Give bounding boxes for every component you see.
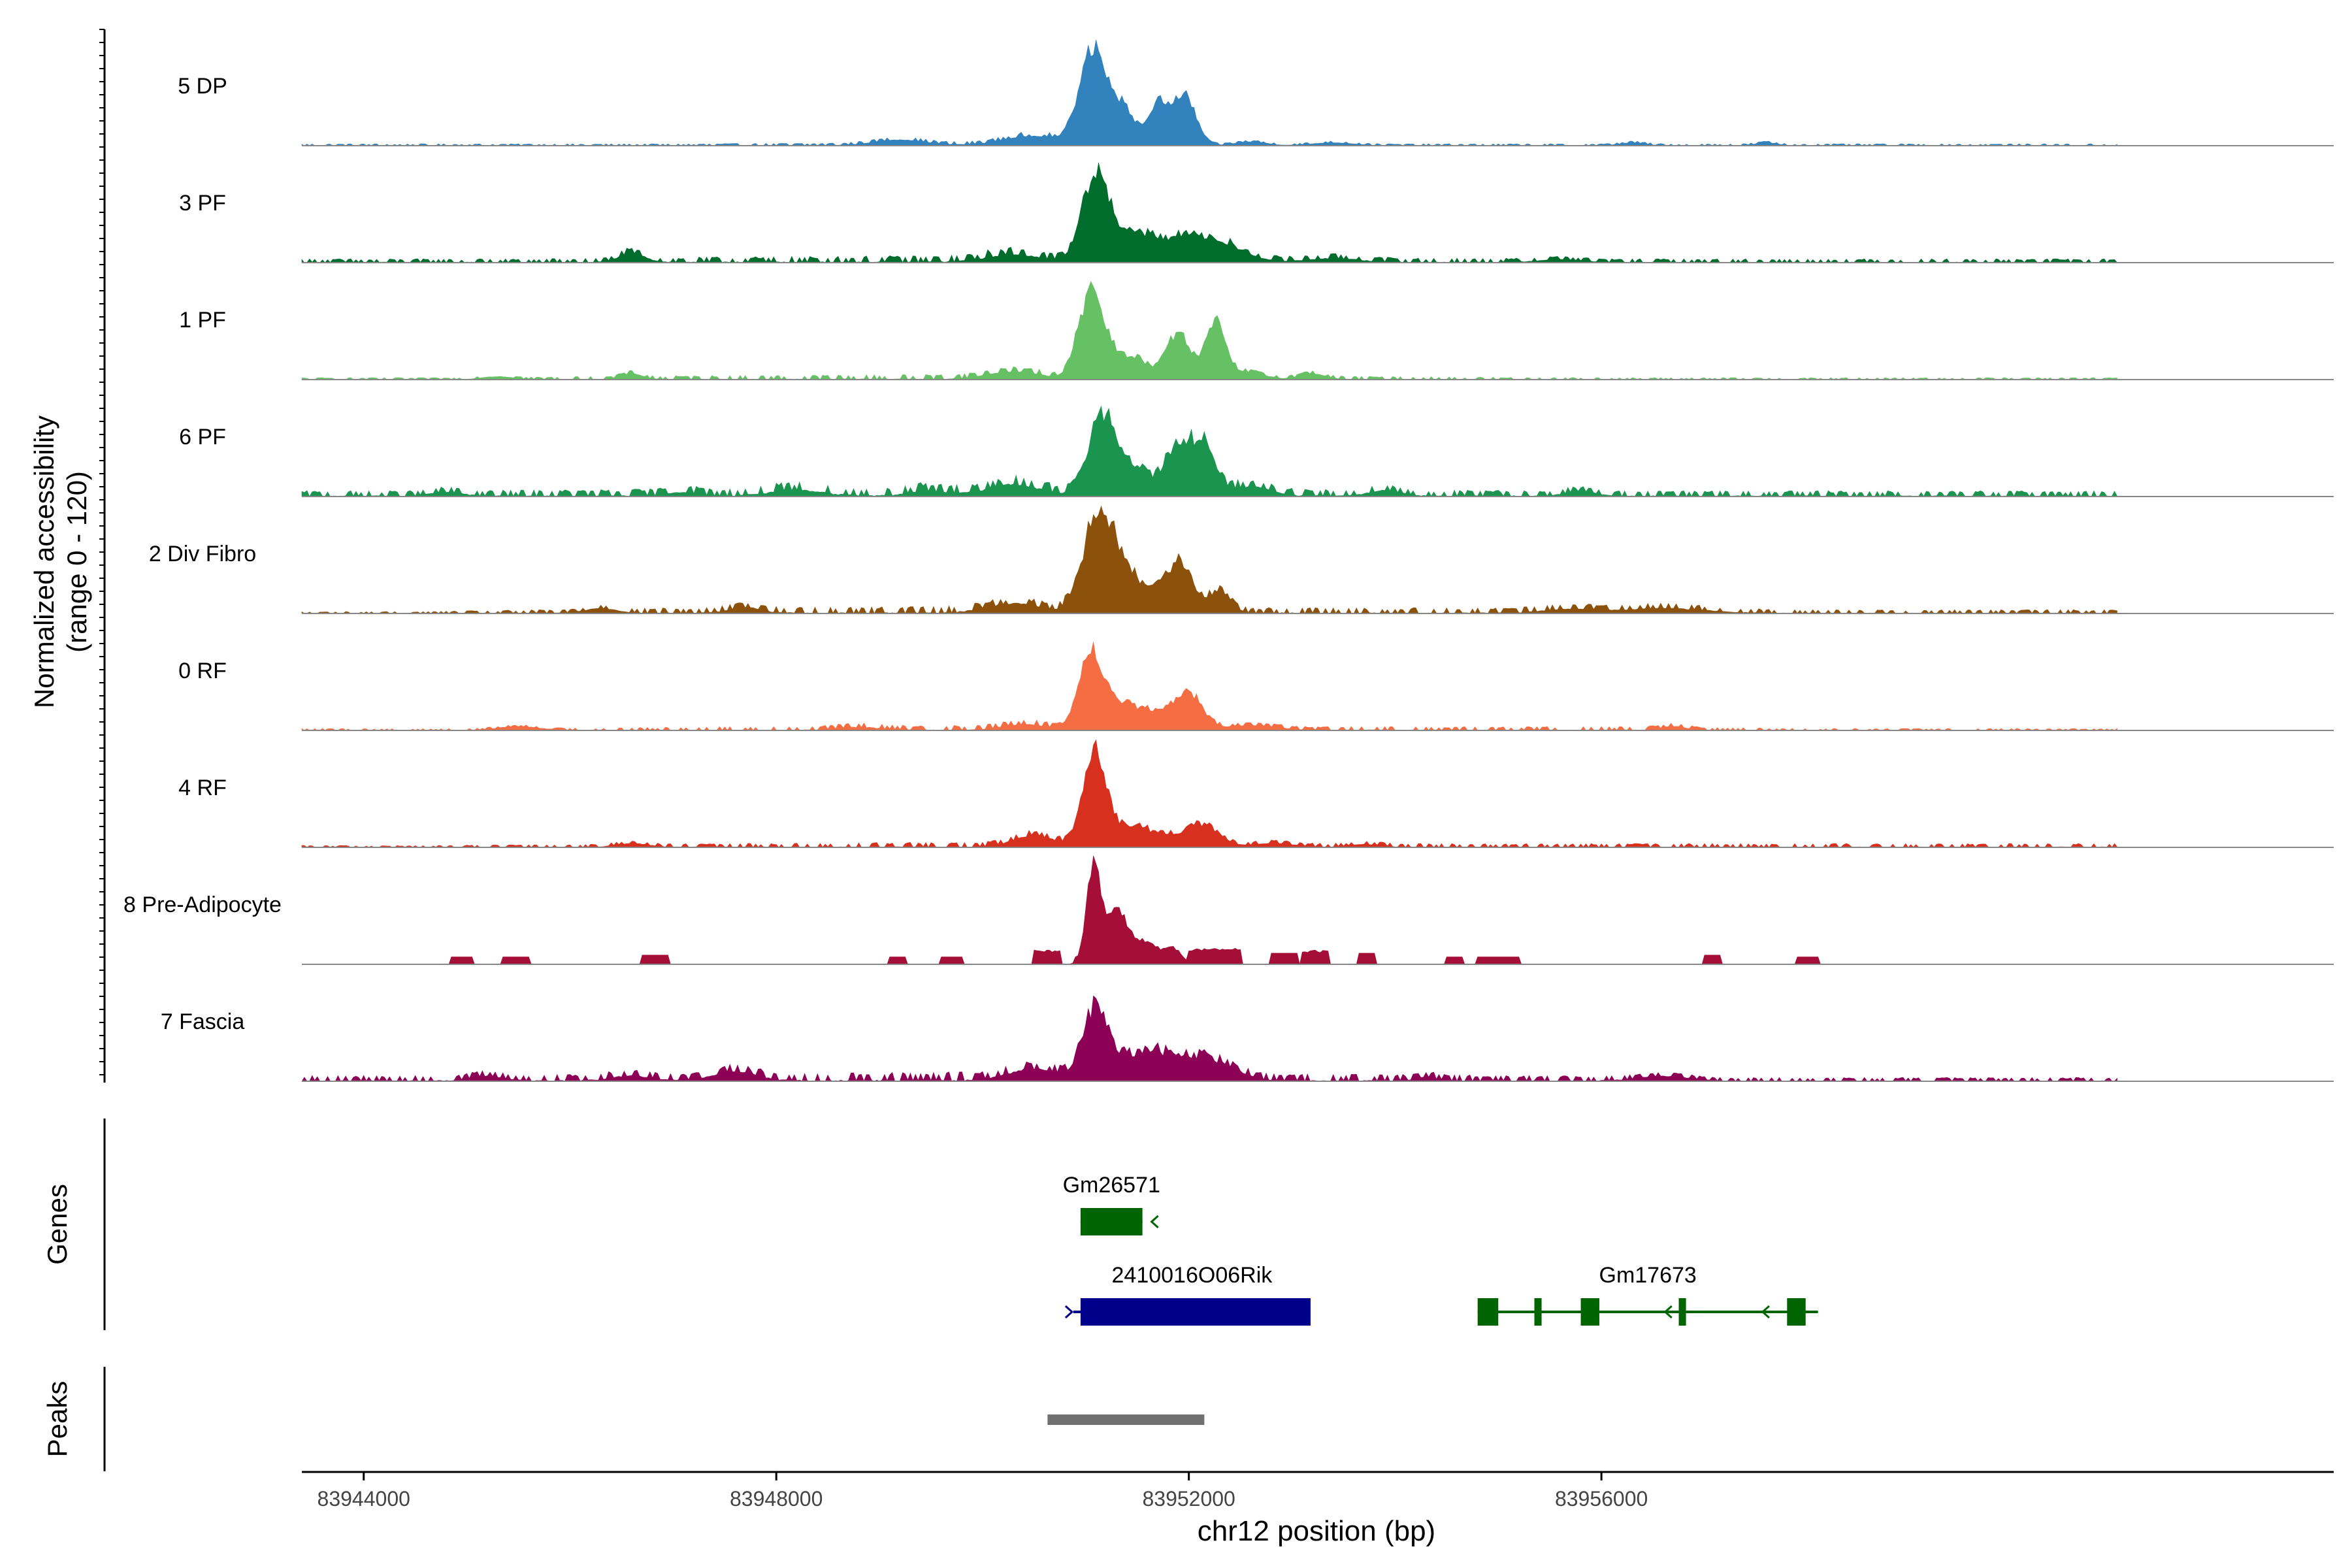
coverage-area bbox=[301, 642, 2117, 731]
x-tick-label: 83952000 bbox=[1142, 1487, 1235, 1511]
gene-exon bbox=[1580, 1298, 1599, 1326]
track-label: 5 DP bbox=[178, 74, 227, 99]
peak-regions bbox=[1047, 1414, 1205, 1425]
coverage-tracks: 5 DP 3 PF 1 PF 6 PF 2 Div Fibro 0 RF 4 RF 8 Pre… bbox=[123, 39, 2334, 1082]
gene-name: Gm17673 bbox=[1599, 1263, 1697, 1288]
gene-exon bbox=[1534, 1298, 1542, 1326]
peaks-panel: Peaks bbox=[42, 1367, 1205, 1471]
track-label: 6 PF bbox=[179, 425, 226, 449]
y-axis-label-line2: (range 0 - 120) bbox=[61, 471, 92, 653]
peaks-panel-label: Peaks bbox=[42, 1381, 73, 1458]
gene-name: 2410016O06Rik bbox=[1112, 1263, 1273, 1288]
gene-gm17673: Gm17673 bbox=[1477, 1263, 1818, 1326]
track-8-pre-adipocyte: 8 Pre-Adipocyte bbox=[123, 855, 2334, 965]
genes-panel-label: Genes bbox=[42, 1184, 73, 1265]
coverage-area bbox=[301, 505, 2117, 614]
genes-panel: Genes Gm26571 2410016O06Rik Gm17673 bbox=[42, 1119, 1818, 1330]
gene-models: Gm26571 2410016O06Rik Gm17673 bbox=[1063, 1173, 1818, 1326]
track-label: 4 RF bbox=[178, 776, 227, 800]
peak-region-bar bbox=[1047, 1414, 1205, 1425]
track-4-rf: 4 RF bbox=[178, 739, 2334, 848]
track-label: 7 Fascia bbox=[161, 1009, 245, 1034]
x-axis-ticks: 83944000 83948000 83952000 83956000 bbox=[318, 1472, 1648, 1511]
x-tick-label: 83944000 bbox=[318, 1487, 410, 1511]
track-2-div-fibro: 2 Div Fibro bbox=[149, 505, 2334, 614]
gene-exon bbox=[1787, 1298, 1806, 1326]
track-5-dp: 5 DP bbox=[178, 39, 2334, 146]
track-3-pf: 3 PF bbox=[179, 163, 2334, 263]
gene-exon bbox=[1678, 1298, 1686, 1326]
x-tick-label: 83948000 bbox=[730, 1487, 823, 1511]
track-6-pf: 6 PF bbox=[179, 405, 2334, 497]
x-axis-title: chr12 position (bp) bbox=[1198, 1515, 1435, 1547]
coverage-y-axis bbox=[99, 29, 106, 1083]
coverage-area bbox=[301, 163, 2117, 263]
gene-exon bbox=[1080, 1298, 1311, 1326]
track-1-pf: 1 PF bbox=[179, 280, 2334, 380]
gene-exon bbox=[1477, 1298, 1499, 1326]
track-7-fascia: 7 Fascia bbox=[161, 995, 2334, 1082]
track-label: 3 PF bbox=[179, 191, 226, 216]
strand-arrow-icon bbox=[1663, 1305, 1673, 1319]
track-label: 0 RF bbox=[178, 659, 227, 683]
coverage-area bbox=[301, 280, 2117, 380]
coverage-area bbox=[301, 739, 2117, 848]
coverage-area bbox=[301, 405, 2117, 497]
x-axis: 83944000 83948000 83952000 83956000 bbox=[302, 1471, 2334, 1511]
y-axis-label-line1: Normalized accessibility bbox=[29, 416, 59, 708]
track-label: 8 Pre-Adipocyte bbox=[123, 892, 282, 917]
coverage-area bbox=[301, 995, 2117, 1082]
gene-gm26571: Gm26571 bbox=[1063, 1173, 1160, 1235]
track-label: 2 Div Fibro bbox=[149, 542, 256, 566]
track-0-rf: 0 RF bbox=[178, 642, 2334, 731]
coverage-area bbox=[301, 39, 2117, 146]
gene-name: Gm26571 bbox=[1063, 1173, 1160, 1198]
gene-2410016o06rik: 2410016O06Rik bbox=[1064, 1263, 1311, 1326]
strand-arrow-icon bbox=[1064, 1305, 1074, 1319]
x-tick-label: 83956000 bbox=[1555, 1487, 1648, 1511]
strand-arrow-icon bbox=[1150, 1215, 1159, 1229]
track-label: 1 PF bbox=[179, 308, 226, 333]
gene-exon bbox=[1080, 1208, 1143, 1235]
strand-arrow-icon bbox=[1761, 1305, 1770, 1319]
coverage-area bbox=[302, 855, 2117, 965]
